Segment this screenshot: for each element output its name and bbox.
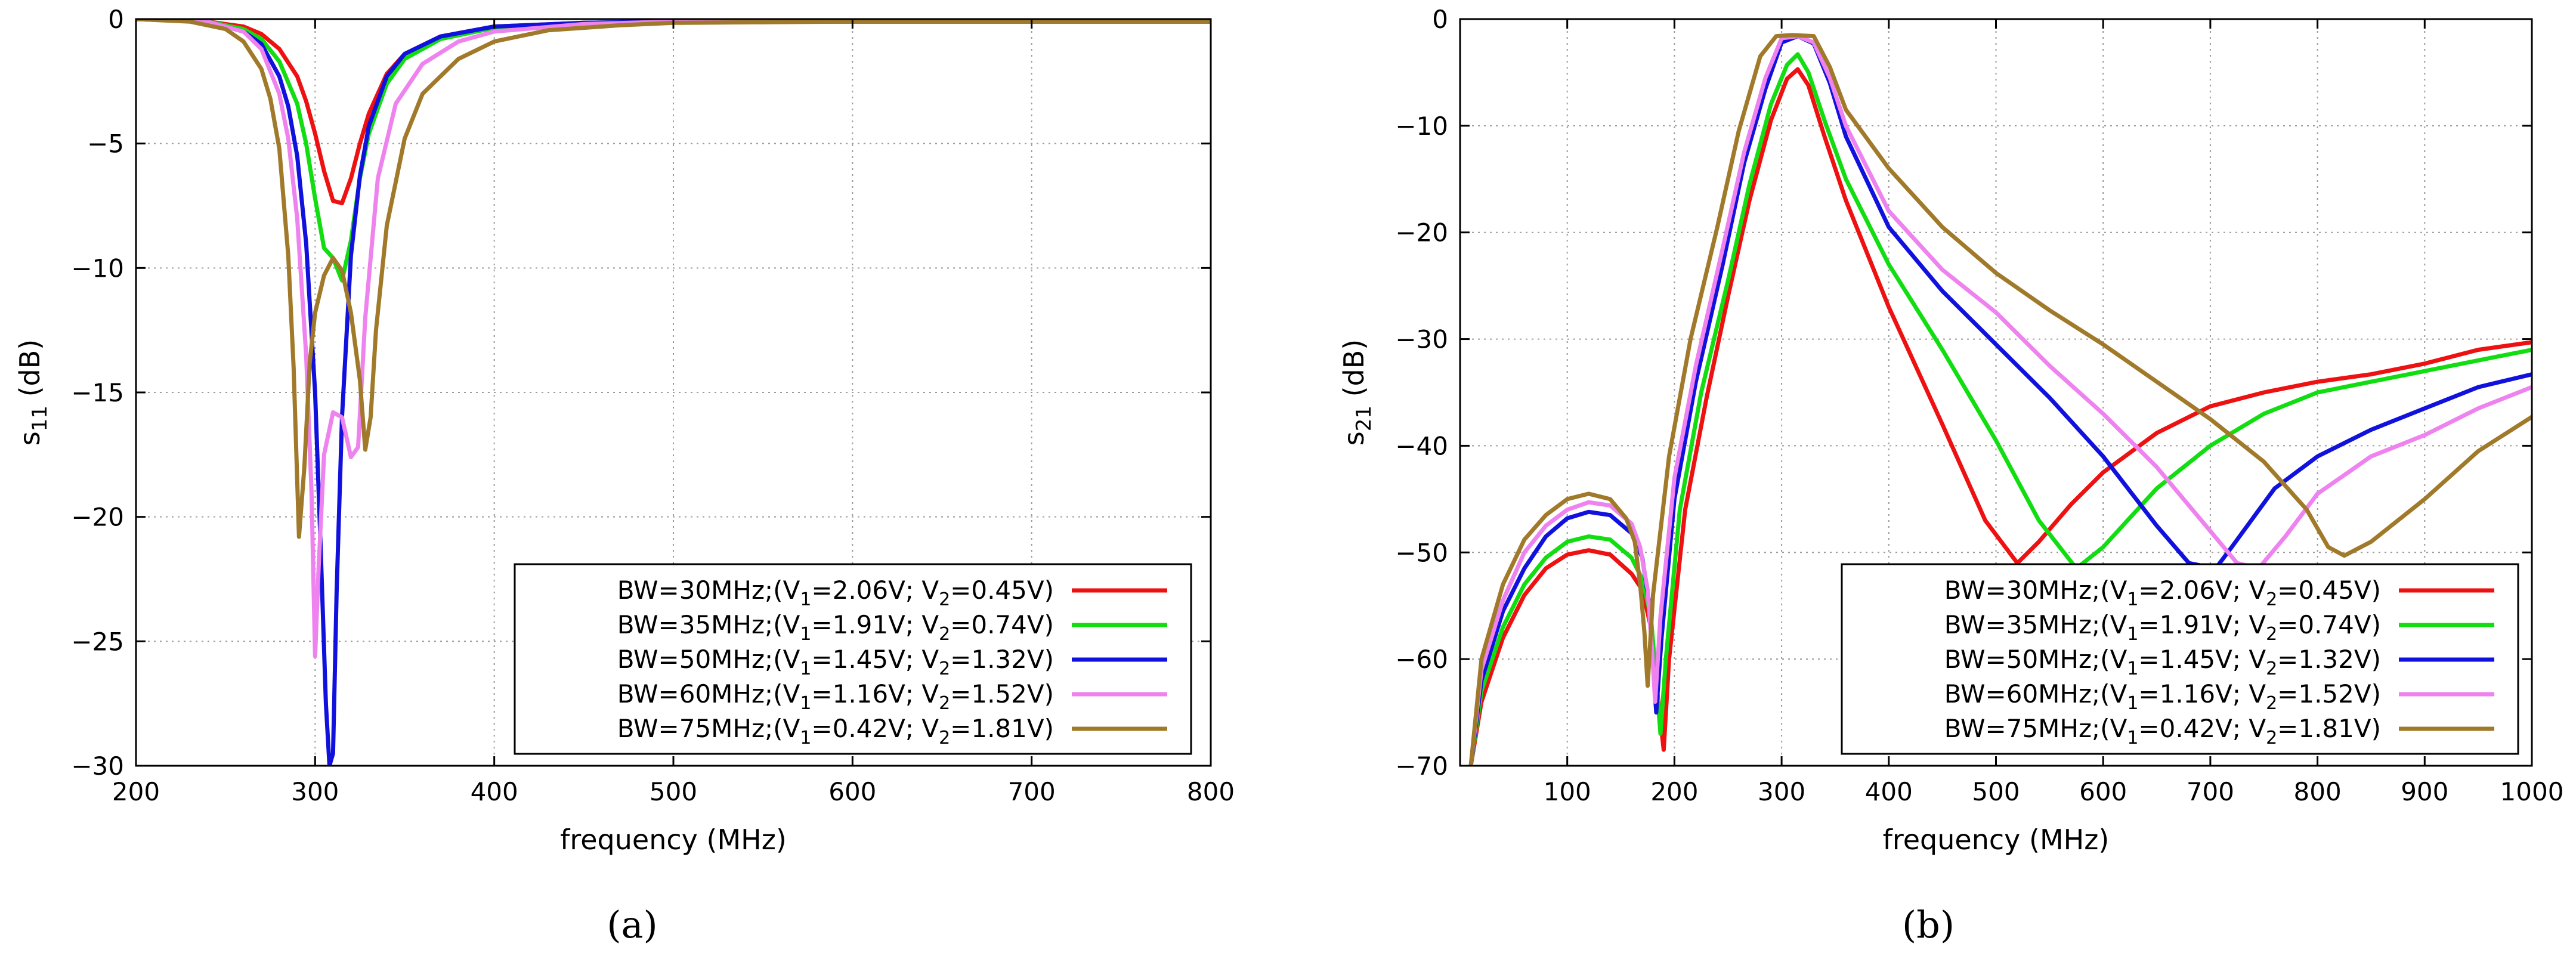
legend-label: BW=35MHz;(V1=1.91V; V2=0.74V) bbox=[617, 610, 1054, 645]
y-tick-label: −20 bbox=[71, 503, 124, 532]
y-tick-label: −10 bbox=[1395, 112, 1448, 141]
y-tick-label: 0 bbox=[1432, 5, 1448, 34]
x-tick-label: 600 bbox=[828, 777, 876, 806]
legend-label: BW=75MHz;(V1=0.42V; V2=1.81V) bbox=[1944, 714, 2381, 748]
panel-b-caption: (b) bbox=[1902, 903, 1955, 946]
panel-a-series bbox=[136, 19, 1211, 766]
panel-a-ticks: 200 300 400 500 600 700 800 0 −5 −10 −15 −20 −25 −30 bbox=[71, 5, 1235, 806]
legend-entry: BW=35MHz;(V1=1.91V; V2=0.74V) bbox=[1944, 610, 2494, 645]
x-tick-label: 700 bbox=[2187, 777, 2234, 806]
series-line-5 bbox=[1468, 33, 2532, 766]
x-tick-label: 800 bbox=[1187, 777, 1235, 806]
x-tick-label: 700 bbox=[1008, 777, 1056, 806]
series-line-3 bbox=[136, 19, 1211, 766]
x-tick-label: 400 bbox=[471, 777, 518, 806]
panel-b-y-axis-label: s21 (dB) bbox=[1338, 339, 1376, 446]
panel-a-x-axis-label: frequency (MHz) bbox=[560, 824, 787, 856]
series-line-4 bbox=[136, 19, 1211, 658]
panel-b-x-axis-label: frequency (MHz) bbox=[1883, 824, 2110, 856]
series-line-5 bbox=[136, 19, 1211, 539]
series-line-1 bbox=[1468, 67, 2532, 766]
y-tick-label: −70 bbox=[1395, 751, 1448, 781]
panel-b-legend: BW=30MHz;(V1=2.06V; V2=0.45V)BW=35MHz;(V… bbox=[1841, 563, 2519, 755]
panel-b-s21-chart: 100 200 300 400 500 600 700 800 900 1000 0 −10 −20 −3… bbox=[1338, 5, 2563, 946]
legend-label: BW=60MHz;(V1=1.16V; V2=1.52V) bbox=[1944, 679, 2381, 714]
y-tick-label: 0 bbox=[108, 5, 124, 34]
y-tick-label: −5 bbox=[87, 129, 124, 159]
legend-entry: BW=30MHz;(V1=2.06V; V2=0.45V) bbox=[617, 576, 1167, 610]
legend-entry: BW=60MHz;(V1=1.16V; V2=1.52V) bbox=[617, 679, 1167, 714]
x-tick-label: 600 bbox=[2079, 777, 2127, 806]
y-tick-label: −50 bbox=[1395, 538, 1448, 567]
legend-entry: BW=60MHz;(V1=1.16V; V2=1.52V) bbox=[1944, 679, 2494, 714]
legend-entry: BW=50MHz;(V1=1.45V; V2=1.32V) bbox=[617, 645, 1167, 679]
panel-b-ticks: 100 200 300 400 500 600 700 800 900 1000 0 −10 −20 −3… bbox=[1395, 5, 2563, 806]
legend-entry: BW=75MHz;(V1=0.42V; V2=1.81V) bbox=[1944, 714, 2494, 748]
panel-b-caption-text: (b) bbox=[1902, 903, 1955, 946]
legend-entry: BW=50MHz;(V1=1.45V; V2=1.32V) bbox=[1944, 645, 2494, 679]
x-tick-label: 400 bbox=[1865, 777, 1913, 806]
legend-entry: BW=75MHz;(V1=0.42V; V2=1.81V) bbox=[617, 714, 1167, 748]
series-line-2 bbox=[1468, 52, 2532, 766]
y-tick-label: −20 bbox=[1395, 218, 1448, 248]
panel-a-caption: (a) bbox=[607, 903, 657, 946]
x-tick-label: 200 bbox=[112, 777, 160, 806]
x-tick-label: 500 bbox=[1972, 777, 2020, 806]
y-tick-label: −15 bbox=[71, 378, 124, 407]
panel-a-caption-text: (a) bbox=[607, 903, 657, 946]
legend-label: BW=30MHz;(V1=2.06V; V2=0.45V) bbox=[617, 576, 1054, 610]
legend-label: BW=30MHz;(V1=2.06V; V2=0.45V) bbox=[1944, 576, 2381, 610]
panel-a-s11-chart: 200 300 400 500 600 700 8000−5−10−15−20−25−30 … bbox=[14, 5, 1235, 946]
x-tick-label: 1000 bbox=[2500, 777, 2564, 806]
legend-entry: BW=35MHz;(V1=1.91V; V2=0.74V) bbox=[617, 610, 1167, 645]
legend-label: BW=50MHz;(V1=1.45V; V2=1.32V) bbox=[617, 645, 1054, 679]
panel-a-legend: BW=30MHz;(V1=2.06V; V2=0.45V)BW=35MHz;(V… bbox=[514, 563, 1192, 755]
x-tick-label: 300 bbox=[291, 777, 339, 806]
y-tick-label: −30 bbox=[1395, 325, 1448, 354]
y-tick-label: −10 bbox=[71, 253, 124, 283]
legend-label: BW=50MHz;(V1=1.45V; V2=1.32V) bbox=[1944, 645, 2381, 679]
y-tick-label: −30 bbox=[71, 751, 124, 781]
x-tick-label: 100 bbox=[1544, 777, 1591, 806]
y-tick-label: −60 bbox=[1395, 645, 1448, 674]
x-tick-label: 200 bbox=[1650, 777, 1698, 806]
y-tick-label: −25 bbox=[71, 627, 124, 656]
legend-label: BW=60MHz;(V1=1.16V; V2=1.52V) bbox=[617, 679, 1054, 714]
legend-label: BW=35MHz;(V1=1.91V; V2=0.74V) bbox=[1944, 610, 2381, 645]
panel-a-y-axis-label: s11 (dB) bbox=[14, 339, 52, 446]
x-tick-label: 300 bbox=[1758, 777, 1805, 806]
x-tick-label: 500 bbox=[650, 777, 697, 806]
legend-label: BW=75MHz;(V1=0.42V; V2=1.81V) bbox=[617, 714, 1054, 748]
x-tick-label: 800 bbox=[2294, 777, 2342, 806]
x-tick-label: 900 bbox=[2401, 777, 2448, 806]
y-tick-label: −40 bbox=[1395, 431, 1448, 460]
legend-entry: BW=30MHz;(V1=2.06V; V2=0.45V) bbox=[1944, 576, 2494, 610]
